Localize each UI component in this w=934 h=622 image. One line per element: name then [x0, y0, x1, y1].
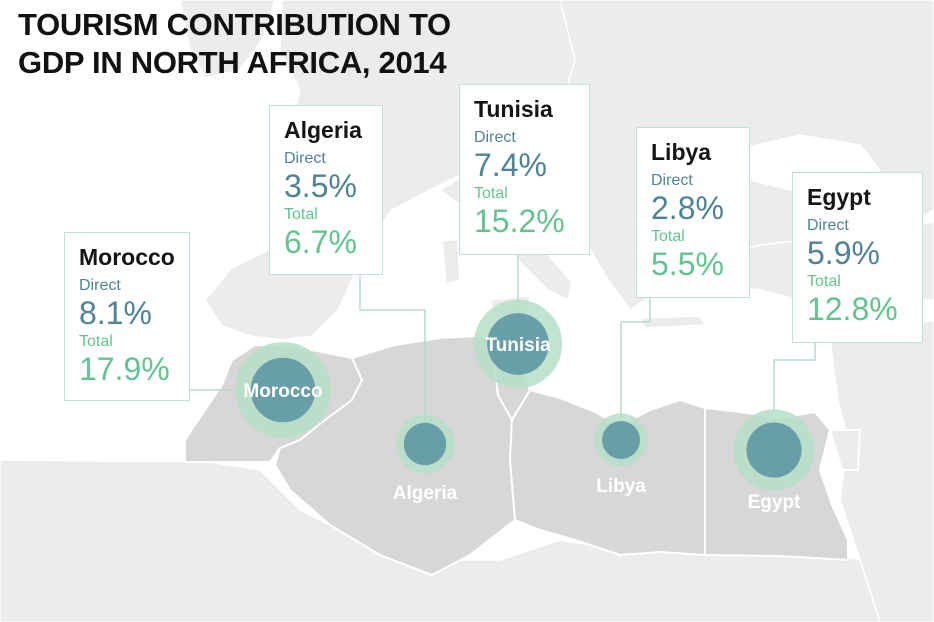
total-value: 12.8%	[807, 291, 898, 327]
direct-value: 7.4%	[474, 147, 547, 183]
total-value: 6.7%	[284, 224, 357, 260]
card-morocco: Morocco Direct 8.1% Total 17.9%	[64, 232, 190, 401]
total-value: 17.9%	[79, 351, 170, 387]
bubble-direct-algeria	[403, 422, 447, 466]
title-line-1: TOURISM CONTRIBUTION TO	[18, 7, 451, 42]
land-britain	[179, 0, 276, 79]
direct-label: Direct	[79, 277, 121, 294]
total-value: 5.5%	[651, 246, 724, 282]
card-algeria: Algeria Direct 3.5% Total 6.7%	[269, 105, 383, 275]
card-country-name: Egypt	[807, 184, 871, 210]
bubble-label-morocco: Morocco	[243, 381, 322, 402]
bubble-direct-egypt	[746, 422, 802, 478]
direct-label: Direct	[807, 217, 849, 234]
direct-label: Direct	[651, 172, 693, 189]
title-line-2: GDP IN NORTH AFRICA, 2014	[18, 45, 447, 80]
card-tunisia: Tunisia Direct 7.4% Total 15.2%	[459, 84, 590, 255]
total-value: 15.2%	[474, 203, 565, 239]
direct-label: Direct	[284, 150, 326, 167]
total-label: Total	[79, 333, 113, 350]
direct-value: 2.8%	[651, 190, 724, 226]
leader-line-libya	[620, 298, 651, 420]
direct-value: 5.9%	[807, 235, 880, 271]
bubbles: Morocco Algeria Tunisia Libya Egypt	[235, 299, 815, 513]
bubble-label-algeria: Algeria	[393, 483, 458, 504]
card-country-name: Libya	[651, 139, 712, 165]
total-label: Total	[651, 228, 685, 245]
bubble-label-libya: Libya	[596, 476, 646, 497]
direct-value: 3.5%	[284, 168, 357, 204]
card-country-name: Morocco	[79, 244, 175, 270]
direct-label: Direct	[474, 129, 516, 146]
land-greece-islands	[638, 315, 707, 329]
map-title: TOURISM CONTRIBUTION TO GDP IN NORTH AFR…	[18, 6, 451, 82]
bubble-label-egypt: Egypt	[748, 492, 801, 513]
total-label: Total	[807, 273, 841, 290]
card-country-name: Tunisia	[474, 96, 553, 122]
bubble-label-tunisia: Tunisia	[485, 335, 551, 356]
total-label: Total	[474, 185, 508, 202]
leader-line-algeria	[359, 275, 426, 425]
land-sardinia	[441, 239, 461, 285]
direct-value: 8.1%	[79, 295, 152, 331]
card-country-name: Algeria	[284, 117, 362, 143]
total-label: Total	[284, 206, 318, 223]
bubble-direct-libya	[602, 421, 640, 459]
leader-line-egypt	[773, 342, 816, 410]
bubble-direct-tunisia	[487, 313, 549, 375]
bubble-direct-morocco	[250, 357, 316, 423]
card-libya: Libya Direct 2.8% Total 5.5%	[636, 127, 750, 298]
sinai	[828, 429, 862, 471]
card-egypt: Egypt Direct 5.9% Total 12.8%	[792, 172, 923, 343]
